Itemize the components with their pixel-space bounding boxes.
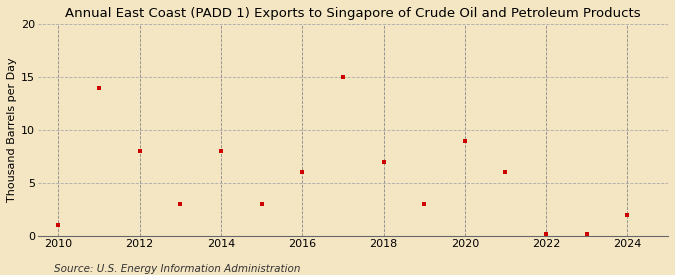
Point: [256, 202, 267, 207]
Point: [175, 202, 186, 207]
Point: [622, 213, 632, 217]
Point: [500, 170, 511, 175]
Point: [53, 223, 63, 228]
Title: Annual East Coast (PADD 1) Exports to Singapore of Crude Oil and Petroleum Produ: Annual East Coast (PADD 1) Exports to Si…: [65, 7, 641, 20]
Point: [297, 170, 308, 175]
Point: [94, 85, 105, 90]
Y-axis label: Thousand Barrels per Day: Thousand Barrels per Day: [7, 58, 17, 202]
Text: Source: U.S. Energy Information Administration: Source: U.S. Energy Information Administ…: [54, 264, 300, 274]
Point: [378, 160, 389, 164]
Point: [541, 232, 551, 236]
Point: [338, 75, 348, 79]
Point: [134, 149, 145, 153]
Point: [215, 149, 226, 153]
Point: [418, 202, 429, 207]
Point: [581, 232, 592, 236]
Point: [460, 138, 470, 143]
